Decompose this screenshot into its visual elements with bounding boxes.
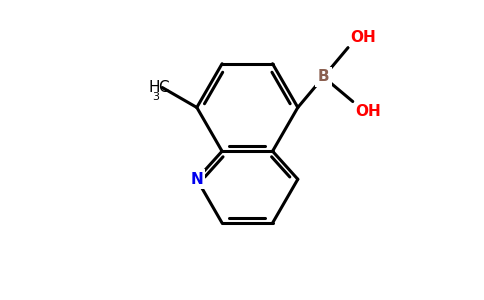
Text: C: C xyxy=(159,80,169,95)
Text: 3: 3 xyxy=(152,92,160,102)
Text: N: N xyxy=(190,172,203,187)
Text: OH: OH xyxy=(355,104,381,119)
Text: OH: OH xyxy=(351,31,377,46)
Text: H: H xyxy=(148,80,160,95)
Text: B: B xyxy=(318,69,329,84)
